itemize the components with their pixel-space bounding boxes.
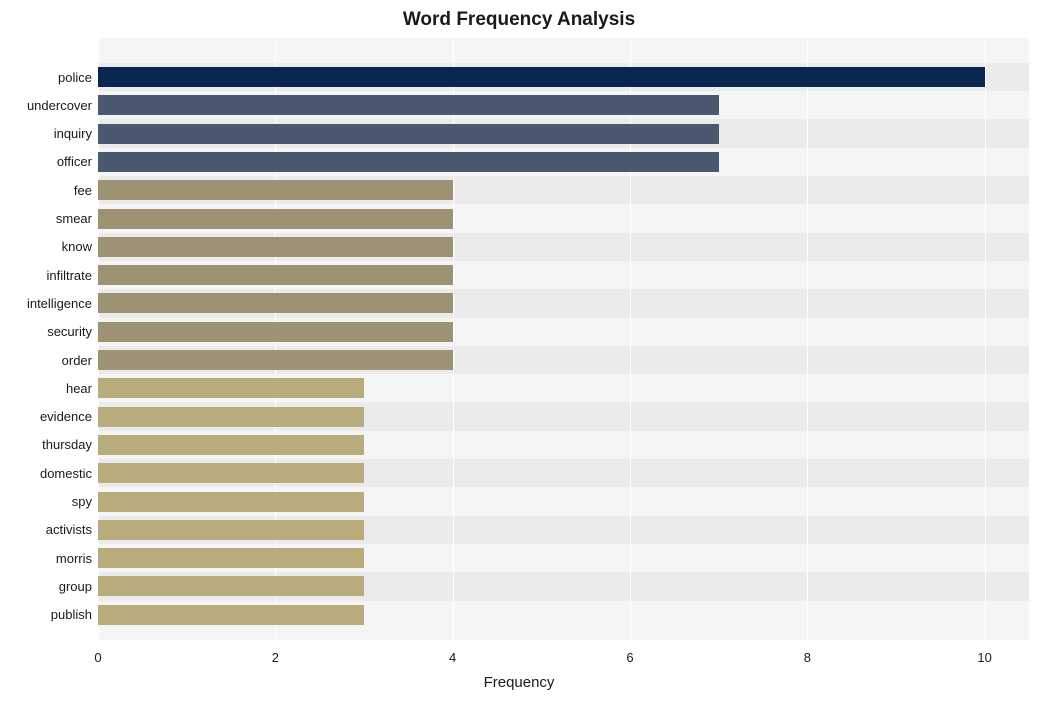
y-tick-label: activists: [46, 522, 92, 537]
bar: [98, 152, 719, 172]
y-tick-label: security: [47, 324, 92, 339]
y-tick-label: undercover: [27, 98, 92, 113]
bar: [98, 407, 364, 427]
bar: [98, 520, 364, 540]
y-tick-label: intelligence: [27, 296, 92, 311]
x-tick-label: 2: [272, 650, 279, 665]
x-tick-label: 0: [94, 650, 101, 665]
gridline: [807, 38, 808, 640]
y-tick-label: hear: [66, 381, 92, 396]
bar: [98, 237, 453, 257]
bar: [98, 605, 364, 625]
word-frequency-chart: Word Frequency Analysis policeundercover…: [0, 0, 1038, 701]
bar: [98, 67, 985, 87]
bar: [98, 378, 364, 398]
y-tick-label: inquiry: [54, 126, 92, 141]
y-tick-label: thursday: [42, 437, 92, 452]
bar: [98, 322, 453, 342]
bar: [98, 435, 364, 455]
y-tick-label: officer: [57, 154, 92, 169]
plot-area: policeundercoverinquiryofficerfeesmearkn…: [98, 38, 1029, 640]
bar: [98, 293, 453, 313]
y-tick-label: infiltrate: [46, 268, 92, 283]
bar: [98, 265, 453, 285]
y-tick-label: fee: [74, 183, 92, 198]
x-tick-label: 4: [449, 650, 456, 665]
y-tick-label: spy: [72, 494, 92, 509]
bar: [98, 180, 453, 200]
y-tick-label: police: [58, 70, 92, 85]
bar: [98, 124, 719, 144]
y-tick-label: know: [62, 239, 92, 254]
x-tick-label: 10: [977, 650, 991, 665]
y-tick-label: order: [62, 353, 92, 368]
x-axis-label: Frequency: [0, 674, 1038, 691]
bar: [98, 209, 453, 229]
y-tick-label: group: [59, 579, 92, 594]
y-tick-label: smear: [56, 211, 92, 226]
y-tick-label: evidence: [40, 409, 92, 424]
y-tick-label: morris: [56, 551, 92, 566]
bar: [98, 350, 453, 370]
bar: [98, 95, 719, 115]
y-tick-label: domestic: [40, 466, 92, 481]
x-tick-label: 6: [626, 650, 633, 665]
y-tick-label: publish: [51, 607, 92, 622]
chart-title: Word Frequency Analysis: [0, 9, 1038, 31]
bar: [98, 548, 364, 568]
x-tick-label: 8: [804, 650, 811, 665]
bar: [98, 576, 364, 596]
bar: [98, 492, 364, 512]
gridline: [985, 38, 986, 640]
bar: [98, 463, 364, 483]
